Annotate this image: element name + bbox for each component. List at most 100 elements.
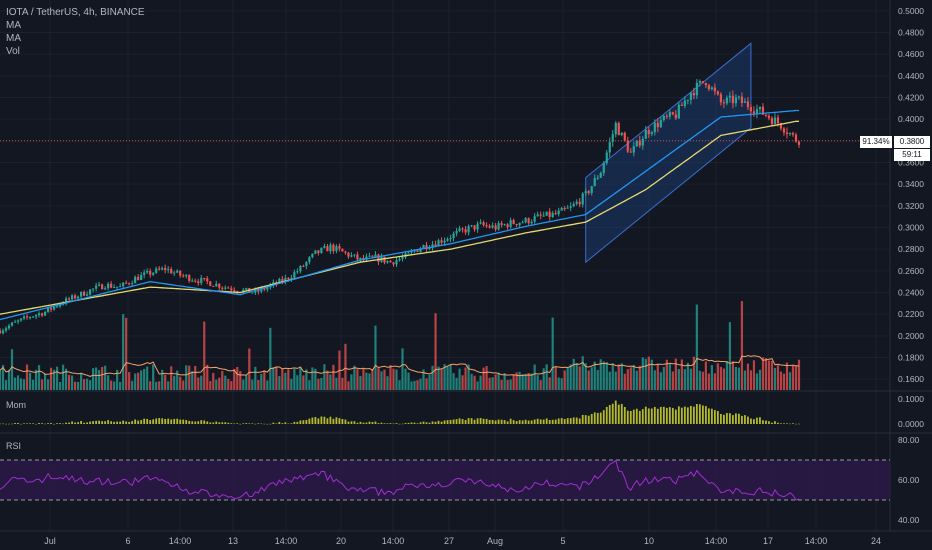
momentum-bar: [383, 423, 386, 424]
candle-body: [245, 287, 248, 290]
volume-bar: [194, 365, 197, 390]
ma-slow-line: [0, 120, 799, 315]
momentum-bar: [759, 417, 761, 424]
candle-body: [185, 275, 188, 277]
time-tick-label: Aug: [487, 536, 503, 546]
volume-bar: [203, 321, 206, 390]
volume-bar: [10, 349, 14, 390]
momentum-bar: [230, 423, 233, 424]
price-tick-label: 0.1800: [898, 353, 924, 363]
volume-bar: [83, 379, 86, 390]
time-tick-label: 17: [763, 536, 773, 546]
momentum-bar: [410, 422, 413, 424]
momentum-bar: [29, 423, 31, 424]
volume-bar: [212, 372, 215, 390]
candle-body: [70, 295, 74, 300]
candle-body: [446, 238, 449, 241]
volume-bar: [332, 364, 335, 390]
candle-body: [134, 276, 137, 284]
momentum-bar: [485, 418, 488, 424]
rsi-pane-label[interactable]: RSI: [6, 441, 22, 451]
volume-bar: [257, 379, 260, 390]
candle-body: [674, 114, 677, 119]
volume-bar: [37, 365, 41, 390]
volume-bar: [110, 380, 113, 390]
volume-bar: [43, 373, 47, 390]
candle-body: [266, 287, 269, 290]
candle-body: [356, 254, 359, 260]
indicator-ma-1[interactable]: MA: [6, 20, 21, 31]
momentum-bar: [725, 413, 728, 424]
volume-bar: [149, 381, 152, 390]
volume-bar: [143, 368, 146, 390]
volume-bar: [13, 377, 17, 390]
momentum-bar: [443, 420, 446, 424]
volume-bar: [770, 360, 774, 390]
momentum-bar: [203, 420, 206, 424]
volume-bar: [350, 374, 353, 390]
momentum-bar: [533, 419, 536, 424]
candle-body: [770, 118, 774, 125]
momentum-bar: [701, 405, 704, 424]
momentum-bar: [221, 422, 224, 424]
momentum-bar: [735, 413, 737, 424]
momentum-bar: [281, 423, 284, 424]
candle-body: [545, 211, 548, 216]
momentum-bar: [783, 423, 785, 424]
momentum-bar: [107, 420, 110, 424]
volume-bar: [578, 366, 581, 390]
candle-body: [782, 128, 786, 133]
volume-bar: [170, 366, 173, 390]
time-tick-label: 14:00: [705, 536, 728, 546]
volume-bar: [467, 364, 470, 390]
momentum-bar: [683, 406, 686, 424]
volume-bar: [335, 377, 338, 390]
candle-body: [83, 291, 86, 296]
candle-body: [92, 288, 95, 290]
momentum-bar: [500, 419, 503, 424]
volume-bar: [155, 381, 158, 390]
candle-body: [515, 223, 518, 226]
momentum-bar: [170, 419, 173, 424]
volume-bar: [692, 356, 695, 390]
legend: IOTA / TetherUS, 4h, BINANCE MA MA Vol: [6, 6, 145, 58]
candle-body: [73, 295, 77, 299]
candle-body: [0, 330, 2, 334]
volume-bar: [764, 358, 768, 390]
candle-body: [350, 255, 353, 257]
momentum-pane-label[interactable]: Mom: [6, 400, 26, 410]
volume-bar: [308, 380, 311, 390]
time-tick-label: 14:00: [275, 536, 298, 546]
momentum-bar: [224, 422, 227, 424]
momentum-bar: [143, 418, 146, 424]
volume-bar: [755, 373, 759, 390]
momentum-bar: [416, 423, 419, 424]
momentum-bar: [110, 421, 113, 424]
candle-body: [16, 320, 20, 322]
volume-bar: [575, 363, 578, 390]
candle-body: [164, 267, 167, 271]
indicator-vol[interactable]: Vol: [6, 46, 20, 57]
candle-body: [158, 268, 161, 270]
candle-body: [46, 307, 50, 312]
volume-bar: [1, 365, 5, 390]
momentum-bar: [44, 423, 46, 425]
momentum-bar: [665, 407, 668, 424]
volume-bar: [626, 369, 629, 390]
candle-body: [464, 229, 467, 233]
momentum-bar: [464, 419, 467, 424]
symbol-title[interactable]: IOTA / TetherUS, 4h, BINANCE: [6, 7, 145, 18]
candle-body: [653, 122, 656, 133]
candle-body: [398, 258, 401, 261]
momentum-bar: [71, 421, 73, 424]
volume-bar: [644, 358, 647, 390]
indicator-ma-2[interactable]: MA: [6, 33, 21, 44]
volume-bar: [497, 372, 500, 390]
volume-bar: [287, 369, 290, 390]
momentum-bar: [134, 419, 137, 424]
momentum-bar: [419, 422, 422, 424]
volume-bar: [524, 373, 527, 390]
volume-bar: [596, 369, 599, 390]
momentum-bar: [113, 421, 116, 424]
